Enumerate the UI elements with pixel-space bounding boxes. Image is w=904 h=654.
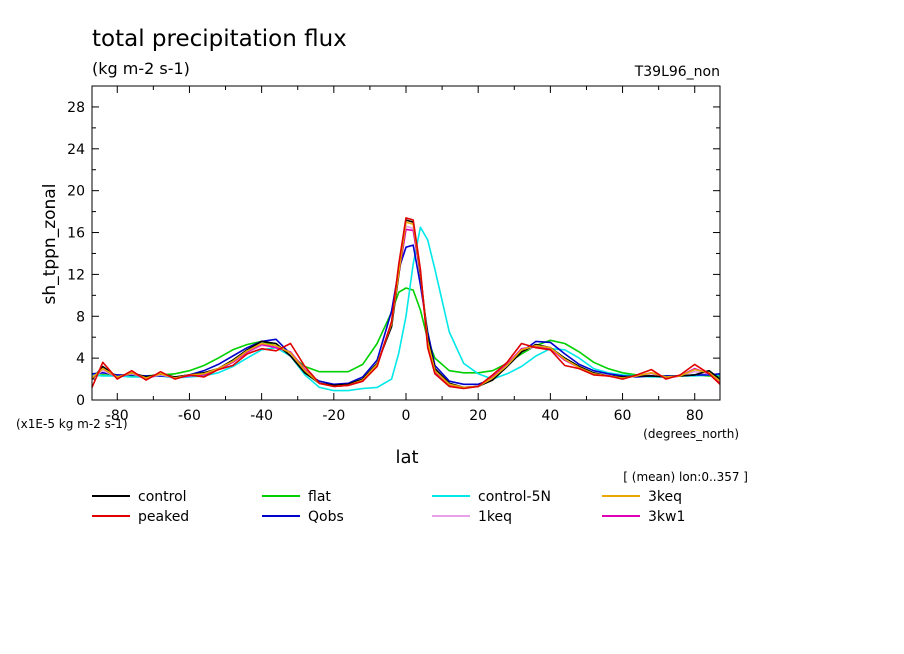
y-tick-label: 20 (67, 184, 85, 200)
x-tick-label: 60 (614, 408, 632, 424)
legend: control peaked flat Qobs control-5N 1keq 3keq 3… (92, 489, 685, 525)
axis-ticks: 0 4 8 12 16 20 24 28 -80 -60 -40 -20 0 20 40 60 80 (67, 85, 720, 424)
legend-label: control-5N (478, 489, 551, 505)
chart-title: total precipitation flux (92, 26, 347, 52)
y-tick-label: 28 (67, 100, 85, 116)
x-axis-label: lat (395, 447, 418, 468)
x-tick-label: -60 (178, 408, 201, 424)
legend-label: 3keq (648, 489, 682, 505)
y-tick-label: 12 (67, 267, 85, 283)
legend-label: Qobs (308, 509, 344, 525)
x-tick-label: -20 (322, 408, 345, 424)
y-tick-label: 24 (67, 142, 85, 158)
legend-label: flat (308, 489, 331, 505)
y-tick-label: 16 (67, 226, 85, 242)
x-tick-label: -80 (106, 408, 129, 424)
legend-label: control (138, 489, 187, 505)
series-line-peaked (91, 217, 721, 390)
legend-label: 3kw1 (648, 509, 685, 525)
x-tick-label: 0 (402, 408, 411, 424)
x-tick-label: 20 (469, 408, 487, 424)
y-tick-label: 0 (76, 393, 85, 409)
series-lines (91, 217, 721, 392)
legend-label: 1keq (478, 509, 512, 525)
run-label: T39L96_non (634, 64, 720, 80)
averaging-note: [ (mean) lon:0..357 ] (623, 470, 748, 484)
legend-label: peaked (138, 509, 189, 525)
x-tick-label: 80 (686, 408, 704, 424)
plot-frame (91, 85, 721, 401)
x-axis-units: (degrees_north) (643, 427, 739, 441)
x-tick-label: -40 (250, 408, 273, 424)
y-tick-label: 4 (76, 351, 85, 367)
y-scale-note: (x1E-5 kg m-2 s-1) (16, 417, 128, 431)
x-tick-label: 40 (541, 408, 559, 424)
y-tick-label: 8 (76, 309, 85, 325)
chart-units: (kg m-2 s-1) (92, 59, 190, 78)
y-axis-label: sh_tppn_zonal (40, 184, 60, 305)
series-line-qobs (91, 244, 721, 386)
